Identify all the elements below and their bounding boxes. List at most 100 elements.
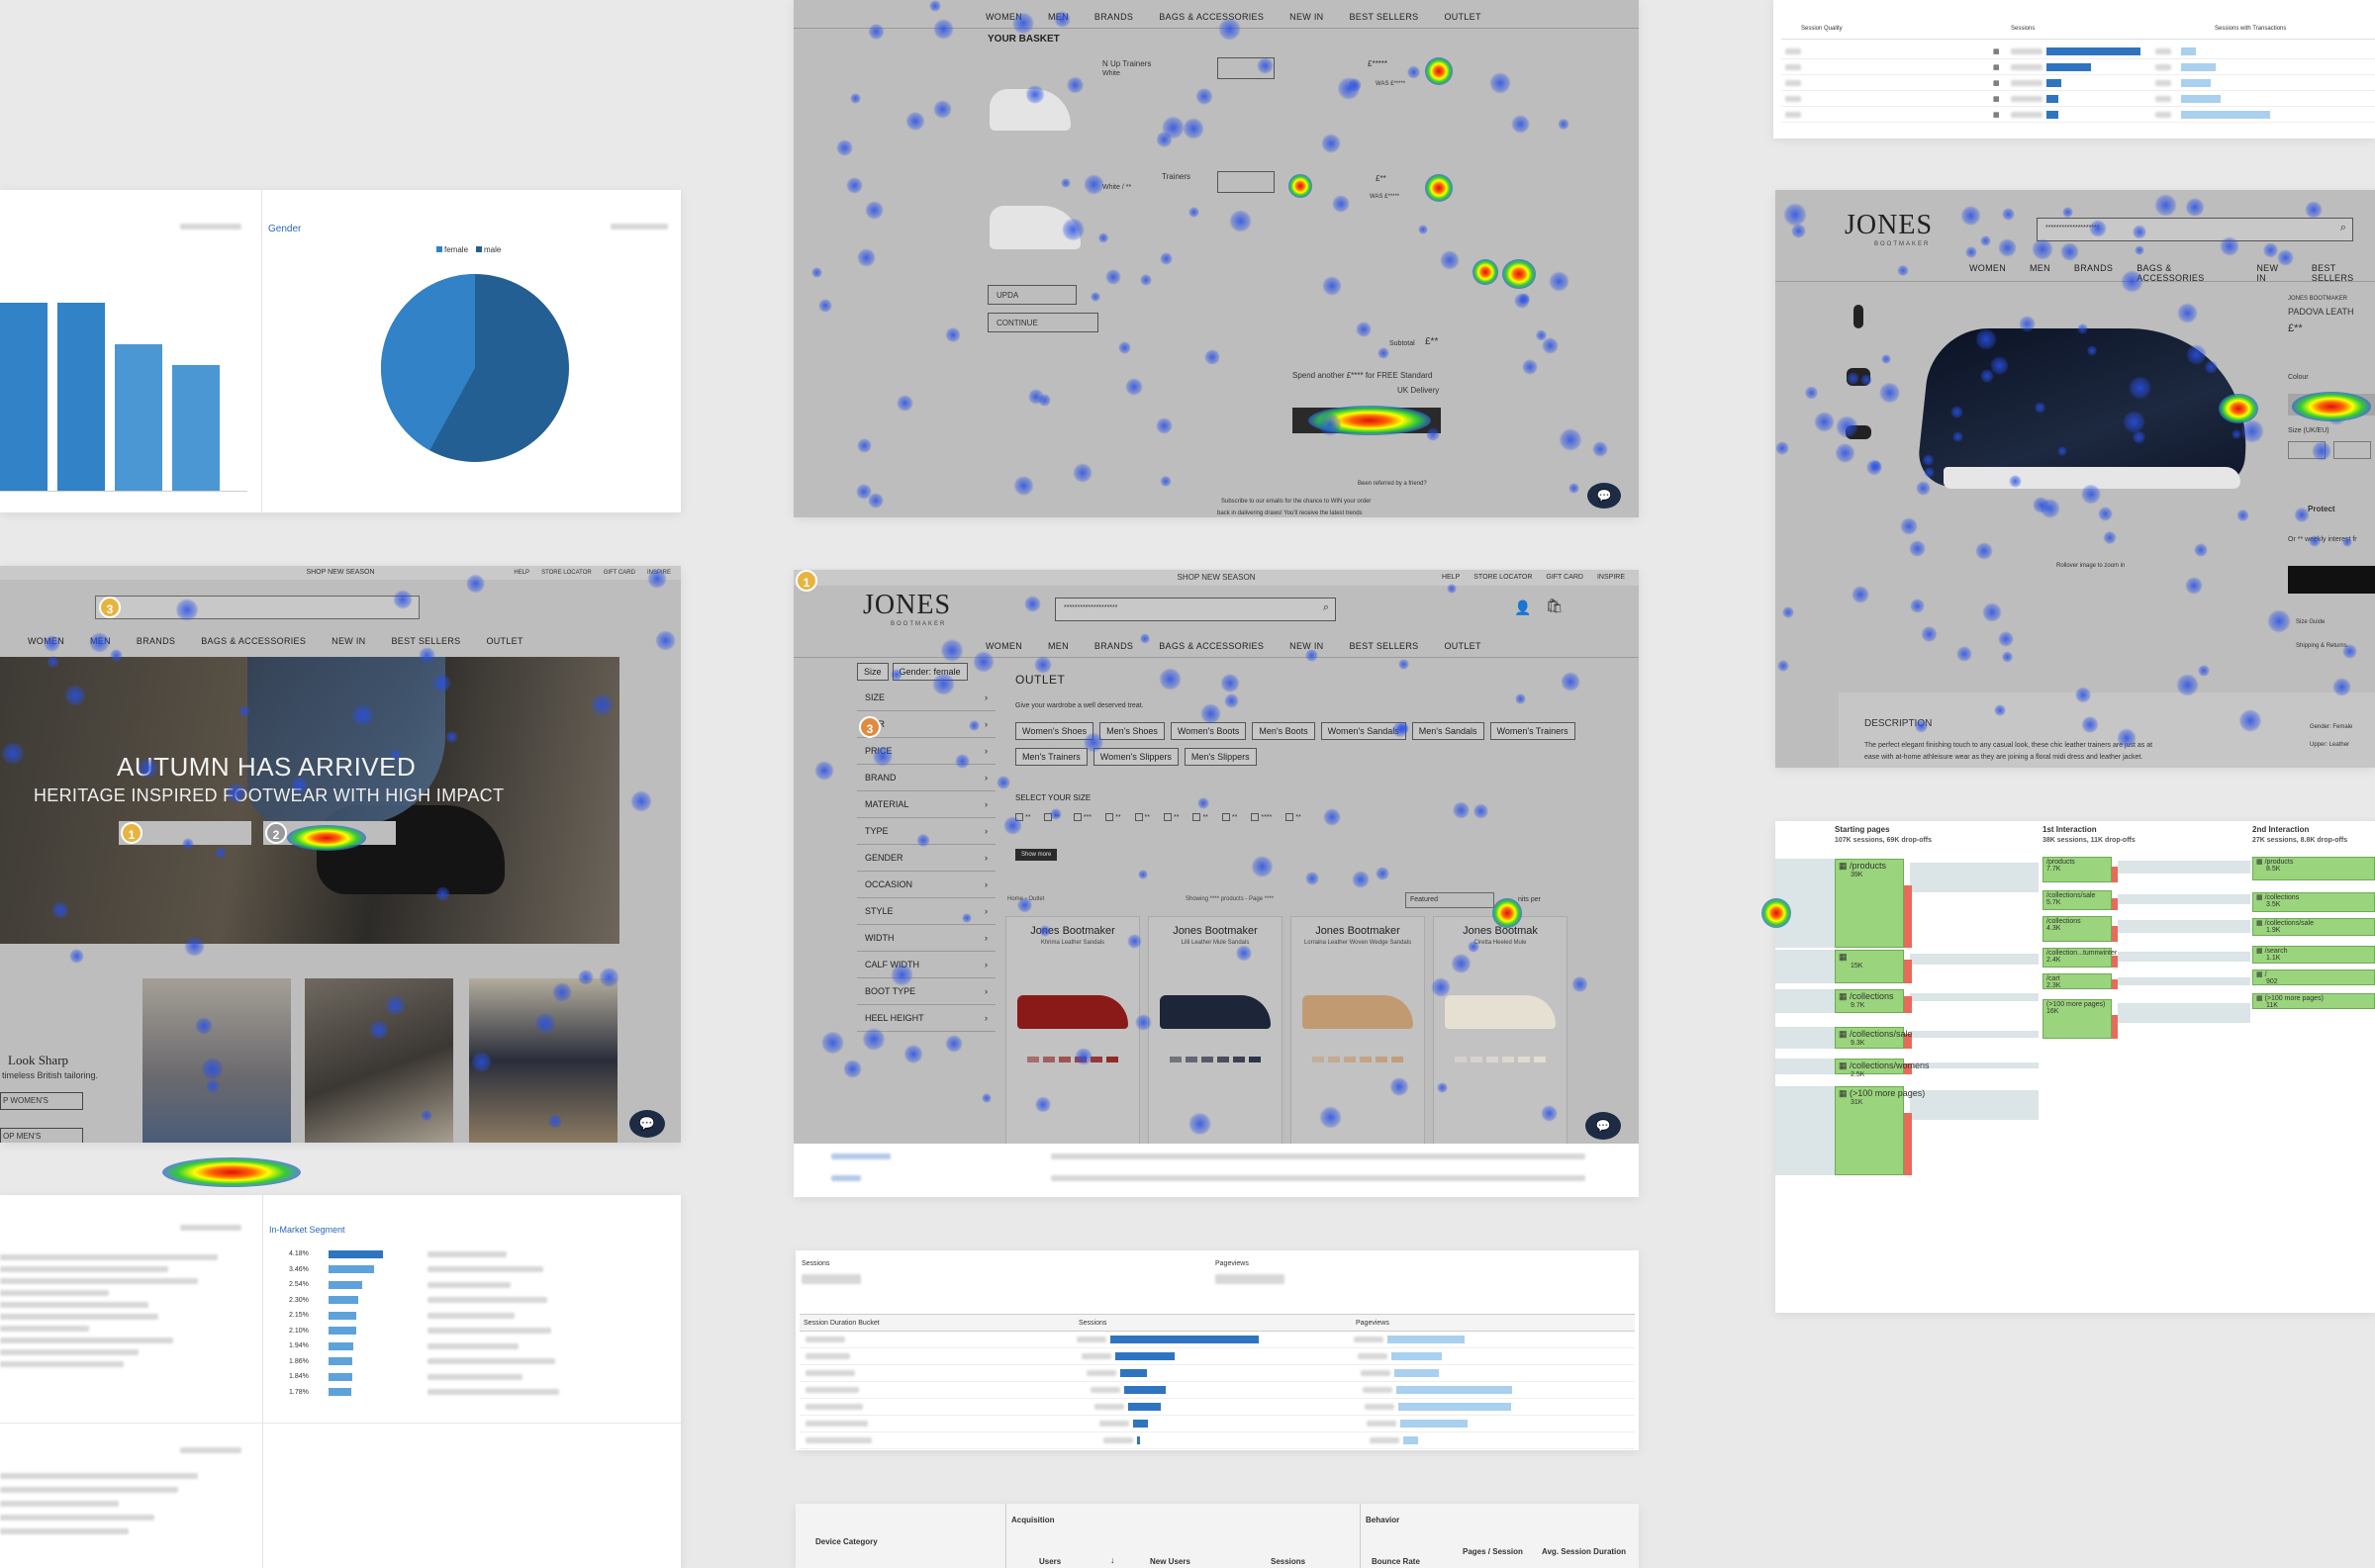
facet-gender[interactable]: GENDER › [857, 845, 996, 872]
checkbox[interactable] [1192, 813, 1201, 821]
size-option[interactable]: *** [1073, 813, 1092, 821]
product-image[interactable] [1160, 995, 1271, 1029]
chat-icon[interactable]: 💬 [1585, 1112, 1621, 1140]
drop-off-bar[interactable] [2112, 898, 2118, 910]
drop-off-bar[interactable] [2112, 979, 2118, 989]
nav-bags[interactable]: BAGS & ACCESSORIES [2137, 263, 2205, 283]
nav-women[interactable]: WOMEN [986, 641, 1022, 651]
checkout-button[interactable] [1292, 408, 1441, 433]
category-chip[interactable]: Women's Sandals [1320, 722, 1406, 740]
nav-new-in[interactable]: NEW IN [332, 636, 366, 646]
flow-node[interactable] [1835, 859, 1904, 948]
checkbox[interactable] [1164, 813, 1172, 821]
cart-icon[interactable]: 🛍 [1546, 598, 1564, 613]
facet-width[interactable]: WIDTH › [857, 925, 996, 952]
row-icon[interactable]: ▦ [1993, 95, 2000, 103]
shipping-link[interactable]: Shipping & Returns [2296, 643, 2347, 649]
drop-off-bar[interactable] [2112, 956, 2118, 968]
basket-item-2-qty[interactable] [1217, 171, 1275, 193]
filter-chip-gender[interactable]: Gender: female [892, 663, 968, 681]
colour-swatches[interactable] [2288, 394, 2375, 415]
swatch[interactable] [1486, 1057, 1498, 1062]
checkbox[interactable] [1251, 813, 1260, 821]
category-chip[interactable]: Women's Trainers [1489, 722, 1575, 740]
nav-new-in[interactable]: NEW IN [2256, 263, 2279, 283]
swatch[interactable] [1391, 1057, 1403, 1062]
row-icon[interactable]: ▦ [1993, 47, 2000, 55]
flow-node[interactable] [1835, 1059, 1904, 1074]
swatch[interactable] [1502, 1057, 1514, 1062]
update-basket-button[interactable]: UPDA [988, 285, 1077, 305]
swatch[interactable] [1170, 1057, 1182, 1062]
per-page-select[interactable]: nits per [1518, 896, 1541, 903]
drop-off-bar[interactable] [1904, 885, 1912, 948]
swatch[interactable] [1328, 1057, 1340, 1062]
facet-brand[interactable]: BRAND › [857, 765, 996, 791]
category-chip[interactable]: Women's Shoes [1015, 722, 1094, 740]
swatch[interactable] [1455, 1057, 1467, 1062]
flow-node[interactable] [1835, 1027, 1904, 1049]
size-option[interactable]: ** [1164, 813, 1179, 821]
col-bounce-rate[interactable]: Bounce Rate [1372, 1557, 1420, 1566]
size-option[interactable]: ** [1015, 813, 1030, 821]
product-main-image[interactable] [1915, 299, 2259, 526]
continue-shopping-button[interactable]: CONTINUE [988, 313, 1098, 332]
col-sessions[interactable]: Sessions [1271, 1557, 1306, 1566]
account-icon[interactable]: 👤 [1514, 600, 1532, 615]
col-duration-bucket[interactable]: Session Duration Bucket [804, 1319, 880, 1327]
col-sessions[interactable]: Sessions [2011, 26, 2036, 32]
nav-brands[interactable]: BRANDS [1093, 12, 1134, 22]
nav-brands[interactable]: BRANDS [136, 636, 176, 646]
product-card[interactable]: Jones Bootmaker Lorraina Leather Woven We… [1290, 916, 1425, 1154]
size-option[interactable]: ** [1044, 813, 1060, 821]
flow-node[interactable] [2042, 916, 2112, 942]
drop-off-bar[interactable] [2112, 1015, 2118, 1039]
breadcrumb-outlet[interactable]: Outlet [1028, 896, 1045, 902]
thumbnail[interactable] [1846, 425, 1871, 439]
filter-chip-size[interactable]: Size [857, 663, 889, 681]
swatch[interactable] [1075, 1057, 1087, 1062]
swatch[interactable] [1217, 1057, 1229, 1062]
nav-men[interactable]: MEN [2030, 263, 2050, 273]
nav-bags[interactable]: BAGS & ACCESSORIES [1159, 641, 1265, 651]
product-logo[interactable]: JONES [1845, 210, 1934, 240]
shop-women-button[interactable]: P WOMEN'S [0, 1092, 83, 1110]
row-icon[interactable]: ▦ [1993, 79, 2000, 87]
swatch[interactable] [1059, 1057, 1071, 1062]
nav-men[interactable]: MEN [1048, 641, 1069, 651]
facet-heel-height[interactable]: HEEL HEIGHT › [857, 1005, 996, 1032]
nav-best-sellers[interactable]: BEST SELLERS [391, 636, 461, 646]
nav-new-in[interactable]: NEW IN [1289, 641, 1324, 651]
product-image[interactable] [1445, 995, 1556, 1029]
facet-material[interactable]: MATERIAL › [857, 791, 996, 818]
toplink-gift[interactable]: GIFT CARD [603, 570, 635, 576]
flow-node[interactable] [2252, 857, 2375, 880]
flow-node[interactable] [2042, 973, 2112, 989]
facet-occasion[interactable]: OCCASION › [857, 872, 996, 898]
drop-off-bar[interactable] [1904, 960, 1912, 983]
checkbox[interactable] [1221, 813, 1230, 821]
swatch[interactable] [1471, 1057, 1482, 1062]
flow-node[interactable] [2042, 948, 2112, 968]
category-chip[interactable]: Men's Shoes [1099, 722, 1165, 740]
nav-women[interactable]: WOMEN [1969, 263, 2006, 273]
size-option[interactable]: ** [1285, 813, 1301, 821]
drop-off-bar[interactable] [2112, 926, 2118, 942]
add-to-bag-button[interactable] [2288, 566, 2375, 594]
size-option[interactable]: ** [1192, 813, 1208, 821]
drop-off-bar[interactable] [1904, 1113, 1912, 1175]
size-guide-link[interactable]: Size Guide [2296, 619, 2326, 625]
swatch[interactable] [1201, 1057, 1213, 1062]
show-more-button[interactable]: Show more [1015, 849, 1058, 861]
size-select-2[interactable] [2333, 441, 2371, 459]
size-select[interactable] [2288, 441, 2326, 459]
category-chip[interactable]: Women's Boots [1170, 722, 1247, 740]
size-option[interactable]: ** [1105, 813, 1121, 821]
product-search-input[interactable]: ******************** ⌕ [2037, 218, 2353, 241]
toplink-store[interactable]: STORE LOCATOR [1473, 574, 1533, 581]
nav-bags[interactable]: BAGS & ACCESSORIES [201, 636, 307, 646]
nav-outlet[interactable]: OUTLET [1444, 641, 1481, 651]
toplink-help[interactable]: HELP [514, 570, 530, 576]
checkbox[interactable] [1044, 813, 1053, 821]
facet-calf-width[interactable]: CALF WIDTH › [857, 952, 996, 978]
